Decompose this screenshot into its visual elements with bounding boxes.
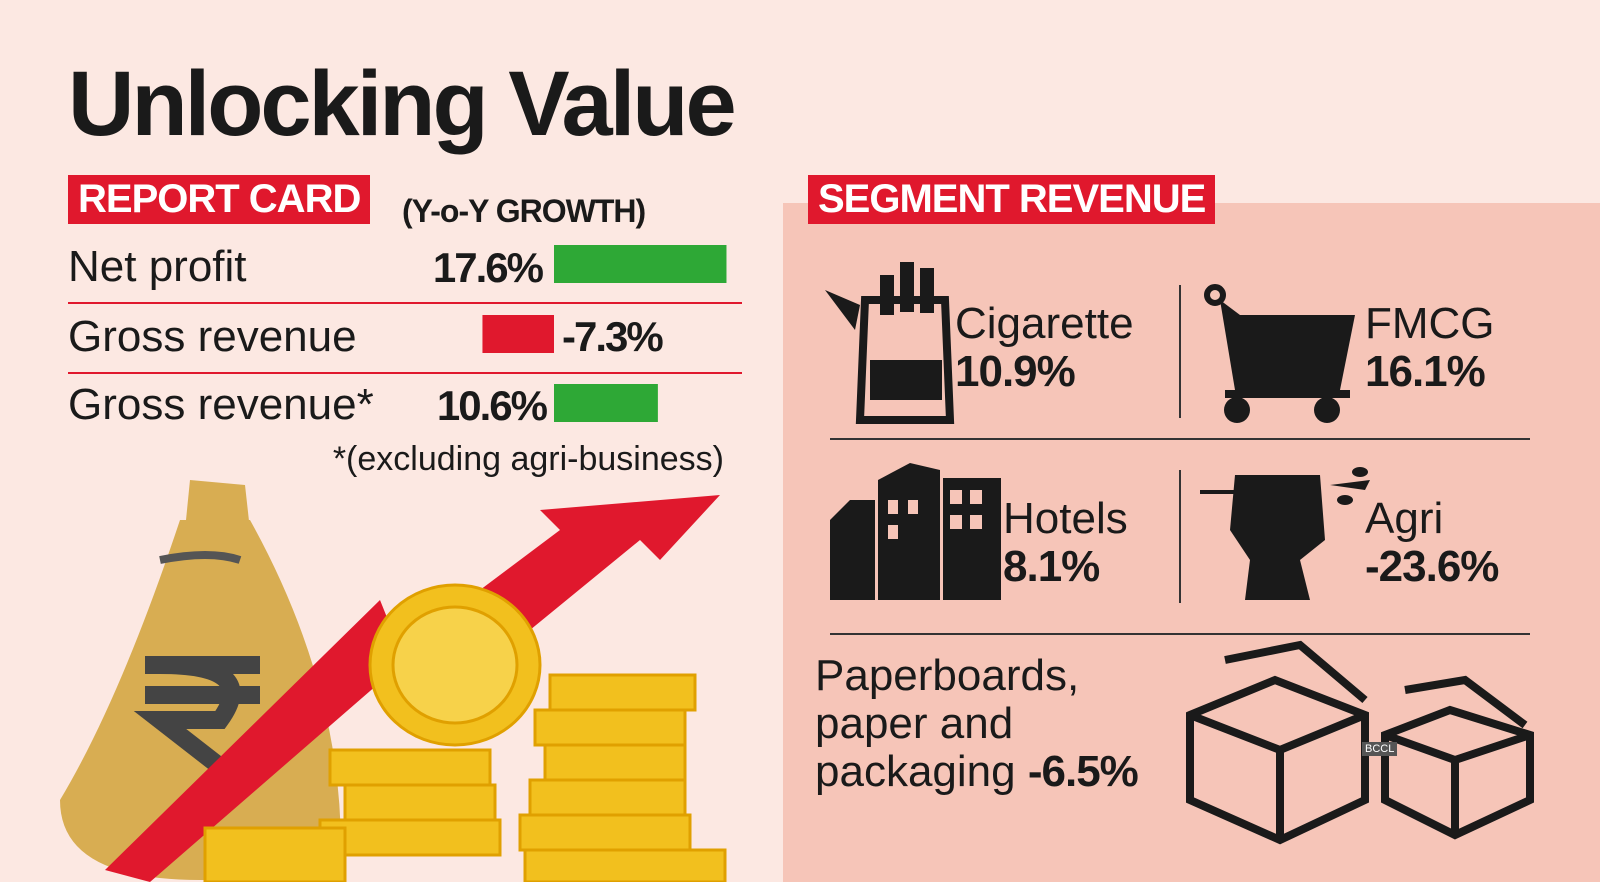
row-label: Net profit	[68, 242, 247, 291]
segment: Agri -23.6%	[1365, 494, 1499, 591]
credit: BCCL	[1362, 742, 1398, 756]
segment-name: Paperboards, paper and packaging	[815, 651, 1080, 796]
segment-name: FMCG	[1365, 299, 1495, 348]
agri-icon	[1200, 467, 1370, 600]
hotels-icon	[830, 463, 1001, 600]
segment: FMCG 16.1%	[1365, 300, 1495, 396]
title: Unlocking Value	[68, 53, 737, 155]
segment: Paperboards, paper and packaging -6.5%	[815, 652, 1145, 796]
segment: Cigarette 10.9%	[955, 300, 1134, 396]
segment-growth: -6.5%	[1027, 747, 1139, 796]
segment-name: Hotels	[1003, 494, 1128, 543]
growth-bar	[554, 384, 658, 422]
report-subtitle: (Y-o-Y GROWTH)	[402, 193, 646, 229]
cigarette-icon	[825, 262, 955, 424]
row-label: Gross revenue	[68, 312, 357, 361]
segment-name: Cigarette	[955, 299, 1134, 348]
segment-growth: 8.1%	[1003, 542, 1100, 591]
money-illustration	[60, 480, 727, 882]
segment-growth: 10.9%	[955, 347, 1076, 396]
row-label: Gross revenue*	[68, 380, 374, 429]
box-icons	[1186, 640, 1534, 845]
segment-growth: 16.1%	[1365, 347, 1486, 396]
row-value: 17.6%	[432, 244, 544, 291]
segment-name: Agri	[1365, 494, 1444, 543]
footnote: *(excluding agri-business)	[332, 440, 724, 478]
segment-badge: SEGMENT REVENUE	[808, 175, 1216, 224]
report-badge: REPORT CARD	[68, 175, 371, 224]
segment-growth: -23.6%	[1365, 542, 1499, 591]
growth-bar	[554, 245, 727, 283]
segment: Hotels 8.1%	[1003, 495, 1128, 591]
row-value: -7.3%	[562, 313, 664, 360]
growth-bar	[482, 315, 554, 353]
cart-icon	[1204, 284, 1355, 423]
row-value: 10.6%	[436, 382, 548, 429]
